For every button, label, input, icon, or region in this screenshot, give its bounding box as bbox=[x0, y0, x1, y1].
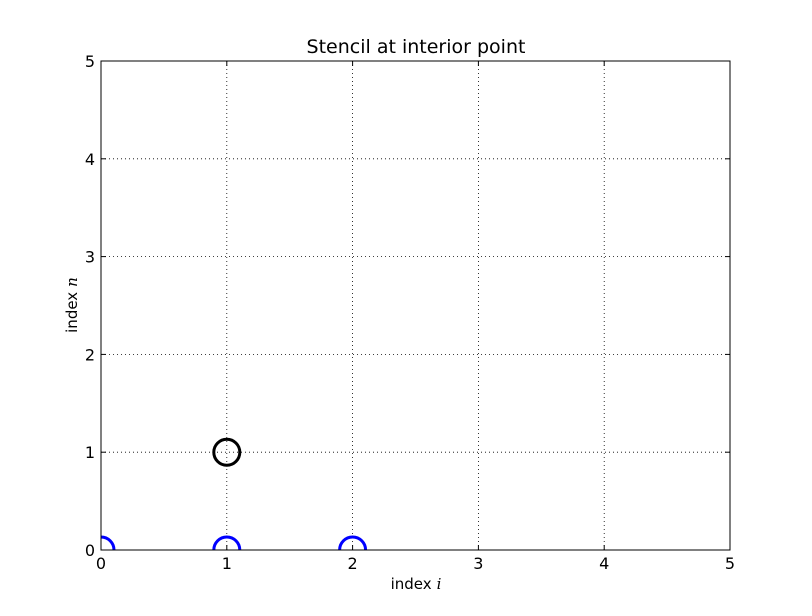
x-tick-label: 1 bbox=[222, 554, 232, 573]
chart-title: Stencil at interior point bbox=[307, 36, 526, 58]
y-tick-label: 2 bbox=[85, 345, 95, 364]
data-point-marker bbox=[338, 535, 368, 550]
tick-labels: 0 1 2 3 4 5 0 1 2 3 4 5 bbox=[85, 52, 735, 573]
y-tick-label: 3 bbox=[85, 248, 95, 267]
x-axis-label: index i bbox=[391, 575, 442, 593]
x-tick-label: 0 bbox=[96, 554, 106, 573]
data-point-marker bbox=[212, 437, 242, 467]
data-point-marker bbox=[212, 535, 242, 550]
x-axis-label-text: index bbox=[391, 575, 432, 593]
x-axis-label-symbol: i bbox=[437, 575, 442, 593]
x-tick-label: 2 bbox=[348, 554, 358, 573]
y-axis-label-text: index bbox=[63, 292, 81, 333]
y-axis-label-symbol: n bbox=[63, 277, 81, 287]
x-tick-label: 4 bbox=[599, 554, 609, 573]
series bbox=[101, 437, 368, 550]
y-tick-label: 4 bbox=[85, 150, 95, 169]
y-tick-label: 5 bbox=[85, 52, 95, 71]
plot-frame bbox=[100, 60, 731, 551]
x-tick-label: 3 bbox=[473, 554, 483, 573]
x-tick-label: 5 bbox=[725, 554, 735, 573]
y-tick-label: 1 bbox=[85, 443, 95, 462]
y-axis-label: index n bbox=[63, 277, 81, 333]
y-tick-label: 0 bbox=[85, 541, 95, 560]
